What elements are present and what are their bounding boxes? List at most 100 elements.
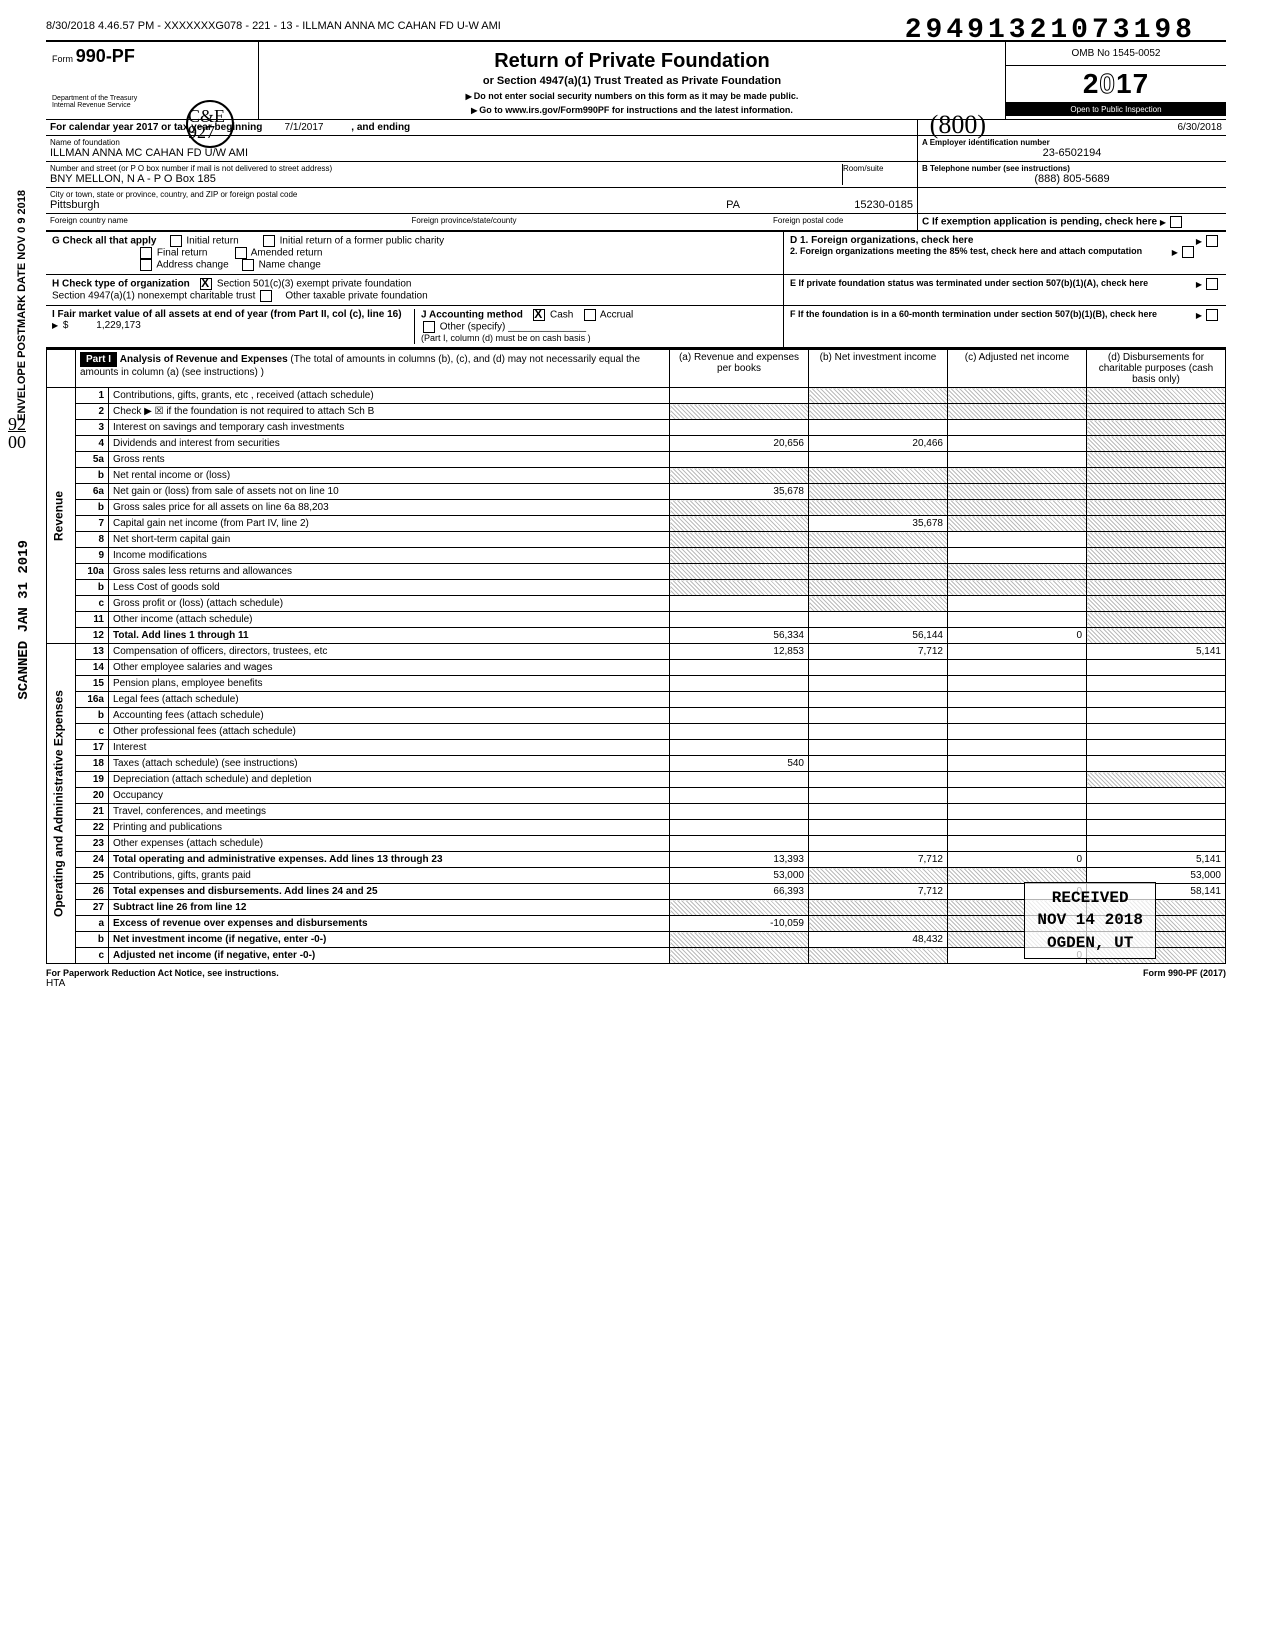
cell-b: 7,712: [809, 644, 948, 660]
j-label: J Accounting method: [421, 310, 523, 321]
cell-b: [809, 580, 948, 596]
j-cash[interactable]: [533, 309, 545, 321]
g-final-return[interactable]: [140, 247, 152, 259]
row-desc: Gross sales less returns and allowances: [109, 564, 670, 580]
part1-header: Part I: [80, 352, 117, 367]
cell-b: 7,712: [809, 884, 948, 900]
cell-b: [809, 548, 948, 564]
cell-b: [809, 772, 948, 788]
cell-a: [670, 532, 809, 548]
row-desc: Contributions, gifts, grants, etc , rece…: [109, 388, 670, 404]
cell-a: 20,656: [670, 436, 809, 452]
h-opt-c: Other taxable private foundation: [285, 291, 427, 302]
cell-d: [1087, 788, 1226, 804]
cell-a: 53,000: [670, 868, 809, 884]
cell-d: [1087, 676, 1226, 692]
row-desc: Subtract line 26 from line 12: [109, 900, 670, 916]
cell-c: 0: [948, 628, 1087, 644]
cell-b: [809, 596, 948, 612]
j-accrual[interactable]: [584, 309, 596, 321]
cell-c: [948, 564, 1087, 580]
cell-a: [670, 500, 809, 516]
row-desc: Net gain or (loss) from sale of assets n…: [109, 484, 670, 500]
g-amended[interactable]: [235, 247, 247, 259]
c-label: C If exemption application is pending, c…: [922, 217, 1157, 228]
row-desc: Gross rents: [109, 452, 670, 468]
dln-number: 29491321073198: [905, 15, 1196, 46]
row-number: 19: [76, 772, 109, 788]
row-number: 22: [76, 820, 109, 836]
row-desc: Other expenses (attach schedule): [109, 836, 670, 852]
row-desc: Compensation of officers, directors, tru…: [109, 644, 670, 660]
e-label: E If private foundation status was termi…: [790, 278, 1148, 288]
cell-a: [670, 788, 809, 804]
row-desc: Other employee salaries and wages: [109, 660, 670, 676]
c-checkbox[interactable]: [1170, 216, 1182, 228]
cell-c: [948, 388, 1087, 404]
cell-c: [948, 436, 1087, 452]
row-number: a: [76, 916, 109, 932]
g-opt-5: Name change: [259, 260, 321, 271]
row-number: 27: [76, 900, 109, 916]
cell-a: [670, 516, 809, 532]
part1-title: Analysis of Revenue and Expenses: [120, 354, 288, 365]
g-opt-4: Amended return: [251, 248, 323, 259]
form-number: 990-PF: [76, 46, 135, 66]
row-desc: Pension plans, employee benefits: [109, 676, 670, 692]
col-c-header: (c) Adjusted net income: [948, 350, 1087, 388]
row-number: 1: [76, 388, 109, 404]
g-name-change[interactable]: [242, 259, 254, 271]
row-desc: Interest on savings and temporary cash i…: [109, 420, 670, 436]
row-desc: Printing and publications: [109, 820, 670, 836]
f-checkbox[interactable]: [1206, 309, 1218, 321]
row-number: 25: [76, 868, 109, 884]
g-initial-former[interactable]: [263, 235, 275, 247]
cell-a: [670, 932, 809, 948]
row-desc: Total operating and administrative expen…: [109, 852, 670, 868]
j-other[interactable]: [423, 321, 435, 333]
zip: 15230-0185: [793, 199, 913, 211]
g-address-change[interactable]: [140, 259, 152, 271]
cell-c: [948, 740, 1087, 756]
d2-checkbox[interactable]: [1182, 246, 1194, 258]
foreign-country-label: Foreign country name: [50, 216, 412, 228]
j-cash-label: Cash: [550, 310, 573, 321]
row-number: 17: [76, 740, 109, 756]
cell-b: [809, 756, 948, 772]
h-4947[interactable]: [260, 290, 272, 302]
cell-a: [670, 820, 809, 836]
cell-a: [670, 404, 809, 420]
row-desc: Adjusted net income (if negative, enter …: [109, 948, 670, 964]
row-number: 12: [76, 628, 109, 644]
d1-checkbox[interactable]: [1206, 235, 1218, 247]
cell-d: [1087, 612, 1226, 628]
cell-b: [809, 468, 948, 484]
dept-treasury: Department of the Treasury: [52, 95, 252, 102]
g-initial-return[interactable]: [170, 235, 182, 247]
ein-value: 23-6502194: [922, 147, 1222, 159]
cell-b: [809, 820, 948, 836]
form-word: Form: [52, 54, 73, 64]
cell-a: [670, 420, 809, 436]
h-501c3[interactable]: [200, 278, 212, 290]
row-number: 26: [76, 884, 109, 900]
cell-b: [809, 564, 948, 580]
e-checkbox[interactable]: [1206, 278, 1218, 290]
row-number: b: [76, 468, 109, 484]
cell-c: [948, 644, 1087, 660]
cell-d: [1087, 820, 1226, 836]
row-number: 2: [76, 404, 109, 420]
cell-a: -10,059: [670, 916, 809, 932]
cell-b: [809, 452, 948, 468]
cell-d: [1087, 548, 1226, 564]
row-desc: Other income (attach schedule): [109, 612, 670, 628]
postmark-stamp: ENVELOPE POSTMARK DATE NOV 0 9 2018: [16, 190, 28, 421]
row-desc: Interest: [109, 740, 670, 756]
row-desc: Contributions, gifts, grants paid: [109, 868, 670, 884]
cell-d: [1087, 740, 1226, 756]
cell-b: [809, 420, 948, 436]
row-desc: Total expenses and disbursements. Add li…: [109, 884, 670, 900]
cell-c: [948, 548, 1087, 564]
cell-a: 13,393: [670, 852, 809, 868]
row-desc: Gross profit or (loss) (attach schedule): [109, 596, 670, 612]
